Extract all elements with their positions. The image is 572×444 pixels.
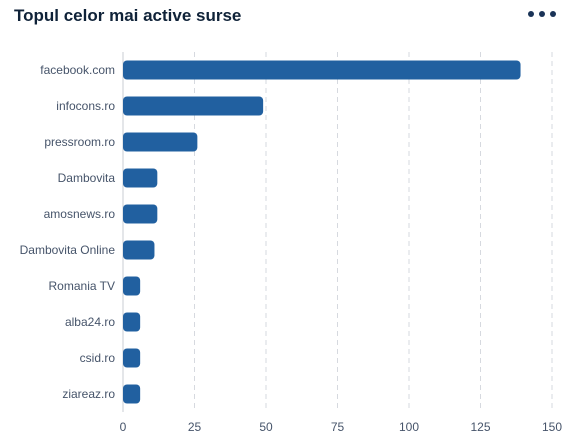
dot (528, 11, 534, 17)
x-tick-label: 100 (399, 420, 419, 434)
bar (123, 348, 141, 368)
x-tick-label: 150 (542, 420, 562, 434)
y-tick-label: facebook.com (40, 63, 115, 77)
x-tick-label: 75 (331, 420, 345, 434)
x-tick-label: 125 (470, 420, 490, 434)
bar (123, 240, 155, 260)
x-tick-label: 25 (188, 420, 202, 434)
y-tick-label: Romania TV (49, 279, 115, 293)
dot (550, 11, 556, 17)
more-options-icon[interactable] (528, 6, 556, 22)
bar (123, 204, 158, 224)
chart-title: Topul celor mai active surse (14, 6, 242, 25)
y-tick-label: ziareaz.ro (62, 387, 115, 401)
bar (123, 312, 141, 332)
x-tick-label: 0 (120, 420, 127, 434)
dot (539, 11, 545, 17)
bar (123, 276, 141, 296)
bar (123, 96, 264, 116)
y-tick-label: Dambovita (58, 171, 116, 185)
y-tick-label: pressroom.ro (44, 135, 115, 149)
bar (123, 60, 521, 80)
bar (123, 132, 198, 152)
x-tick-label: 50 (259, 420, 273, 434)
y-tick-label: alba24.ro (65, 315, 115, 329)
y-tick-label: csid.ro (80, 351, 116, 365)
y-tick-label: amosnews.ro (44, 207, 116, 221)
y-tick-label: Dambovita Online (20, 243, 116, 257)
bar (123, 384, 141, 404)
y-tick-label: infocons.ro (56, 99, 115, 113)
bar (123, 168, 158, 188)
